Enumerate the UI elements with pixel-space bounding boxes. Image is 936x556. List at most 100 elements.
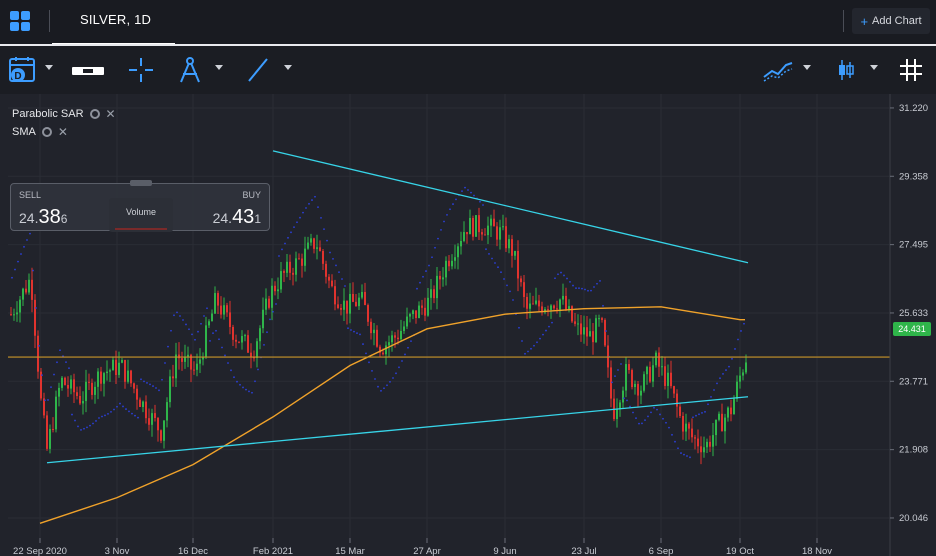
gear-icon[interactable] bbox=[89, 109, 100, 119]
sar-dot bbox=[602, 304, 604, 307]
candle-body bbox=[280, 271, 282, 290]
sar-dot bbox=[332, 257, 334, 260]
sar-dot bbox=[593, 286, 595, 288]
price-chart[interactable]: 31.220 29.358 27.495 25.633 23.771 21.908 20.0… bbox=[0, 94, 936, 556]
chevron-down-icon[interactable] bbox=[803, 65, 811, 70]
sar-dot bbox=[626, 399, 628, 402]
crosshair-button[interactable] bbox=[128, 57, 154, 83]
sar-dot bbox=[410, 340, 412, 343]
candle-body bbox=[532, 303, 534, 305]
sar-dot bbox=[455, 198, 457, 201]
candle-body bbox=[385, 345, 387, 355]
sar-dot bbox=[548, 325, 550, 328]
add-chart-button[interactable]: + Add Chart bbox=[852, 8, 930, 34]
candle-body bbox=[109, 370, 111, 372]
close-icon[interactable]: ✕ bbox=[57, 125, 68, 139]
indicators-button[interactable] bbox=[762, 57, 794, 83]
candle-body bbox=[115, 359, 117, 375]
date-range-button[interactable]: D bbox=[8, 57, 38, 83]
sar-dot bbox=[146, 382, 148, 384]
candle-body bbox=[403, 326, 405, 331]
sar-dot bbox=[101, 415, 103, 418]
sar-dot bbox=[368, 361, 370, 364]
candle-body bbox=[619, 402, 621, 409]
compass-icon bbox=[180, 57, 200, 83]
candle-body bbox=[445, 260, 447, 278]
sar-dot bbox=[677, 447, 679, 450]
candle-body bbox=[139, 399, 141, 408]
sar-dot bbox=[167, 345, 169, 348]
candle-body bbox=[433, 289, 435, 299]
volume-input[interactable]: Volume bbox=[109, 198, 173, 232]
grid-toggle-button[interactable] bbox=[899, 57, 923, 83]
buy-button[interactable]: 24.431 bbox=[213, 206, 261, 229]
sar-dot bbox=[533, 344, 535, 347]
chevron-down-icon[interactable] bbox=[284, 65, 292, 70]
candle-body bbox=[457, 246, 459, 258]
sell-price-big: 38 bbox=[38, 206, 61, 228]
gear-icon[interactable] bbox=[41, 127, 52, 137]
sar-dot bbox=[308, 202, 310, 205]
candle-body bbox=[718, 413, 720, 420]
sar-dot bbox=[242, 386, 244, 389]
top-bar: SILVER, 1D + Add Chart bbox=[0, 0, 936, 45]
sar-dot bbox=[719, 377, 721, 380]
dashboard-grid-icon[interactable] bbox=[9, 10, 31, 32]
sar-dot bbox=[302, 211, 304, 214]
sell-price-small: 6 bbox=[60, 212, 68, 226]
candle-body bbox=[112, 359, 114, 371]
separator bbox=[49, 10, 50, 32]
drag-handle[interactable] bbox=[130, 180, 152, 186]
candle-body bbox=[643, 374, 645, 391]
sar-dot bbox=[299, 216, 301, 219]
candle-body bbox=[517, 250, 519, 279]
sar-dot bbox=[305, 207, 307, 209]
candle-body bbox=[136, 388, 138, 400]
candle-body bbox=[394, 335, 396, 338]
sar-dot bbox=[722, 373, 724, 375]
sar-dot bbox=[86, 426, 88, 429]
candle-body bbox=[28, 279, 30, 293]
sar-dot bbox=[428, 264, 430, 267]
chart-canvas[interactable]: 31.220 29.358 27.495 25.633 23.771 21.908 20.0… bbox=[0, 94, 936, 556]
y-tick-label: 21.908 bbox=[899, 445, 928, 456]
close-icon[interactable]: ✕ bbox=[105, 107, 116, 121]
parabolic-sar-series bbox=[11, 186, 745, 459]
sar-dot bbox=[119, 402, 121, 405]
indicator-legend-psar[interactable]: Parabolic SAR ✕ bbox=[12, 107, 116, 121]
candle-body bbox=[289, 261, 291, 273]
candle-body bbox=[310, 238, 312, 243]
candle-body bbox=[61, 377, 63, 388]
sar-dot bbox=[116, 405, 118, 408]
x-tick-label: 18 Nov bbox=[802, 546, 832, 556]
indicator-legend-sma[interactable]: SMA ✕ bbox=[12, 125, 68, 139]
candle-body bbox=[454, 257, 456, 261]
chevron-down-icon[interactable] bbox=[870, 65, 878, 70]
candle-body bbox=[523, 282, 525, 297]
sar-dot bbox=[686, 455, 688, 457]
sar-dot bbox=[125, 408, 127, 410]
chevron-down-icon[interactable] bbox=[215, 65, 223, 70]
date-icon-letter: D bbox=[14, 71, 21, 82]
candle-body bbox=[556, 308, 558, 310]
tab-silver-chart[interactable]: SILVER, 1D bbox=[52, 0, 175, 45]
sar-dot bbox=[212, 332, 214, 335]
sar-dot bbox=[317, 206, 319, 209]
candle-body bbox=[22, 288, 24, 300]
sell-button[interactable]: 24.386 bbox=[19, 206, 67, 229]
sar-dot bbox=[587, 289, 589, 292]
drawing-tools-button[interactable] bbox=[176, 57, 204, 83]
candle-body bbox=[232, 326, 234, 340]
line-tool-button[interactable] bbox=[246, 57, 270, 83]
candle-body bbox=[568, 306, 570, 310]
candle-body bbox=[733, 398, 735, 415]
candle-body bbox=[472, 217, 474, 237]
x-tick-label: 23 Jul bbox=[571, 546, 596, 556]
candle-body bbox=[700, 446, 702, 453]
candle-body bbox=[229, 312, 231, 327]
crosshair-mode-button[interactable] bbox=[70, 57, 106, 83]
candle-body bbox=[676, 393, 678, 407]
chart-type-button[interactable] bbox=[836, 57, 856, 83]
sar-dot bbox=[143, 380, 145, 383]
chevron-down-icon[interactable] bbox=[45, 65, 53, 70]
